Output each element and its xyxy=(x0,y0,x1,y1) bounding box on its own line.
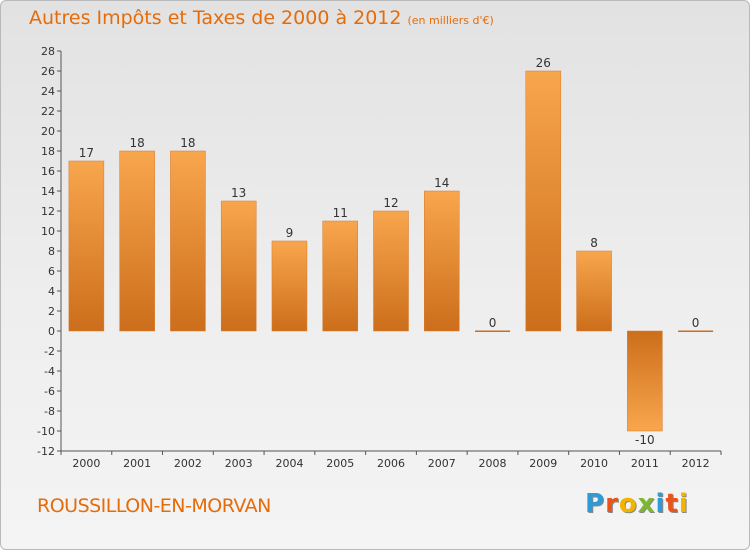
data-label: 0 xyxy=(489,316,497,330)
bar xyxy=(424,190,460,332)
logo-letter: i xyxy=(655,489,666,519)
y-tick-label: 12 xyxy=(41,205,55,218)
bar xyxy=(576,250,612,332)
data-label: 26 xyxy=(536,56,551,70)
x-tick-label: 2003 xyxy=(225,457,253,470)
y-tick-label: 4 xyxy=(48,285,55,298)
y-tick-label: 8 xyxy=(48,245,55,258)
logo-letter: i xyxy=(678,489,689,519)
proxiti-logo: Proxiti xyxy=(585,489,689,519)
data-label: 18 xyxy=(180,136,195,150)
logo-letter: P xyxy=(585,489,606,519)
y-tick-label: 22 xyxy=(41,105,55,118)
y-tick-label: 20 xyxy=(41,125,55,138)
x-tick-label: 2007 xyxy=(428,457,456,470)
data-label: 13 xyxy=(231,186,246,200)
place-name: ROUSSILLON-EN-MORVAN xyxy=(37,495,271,517)
bar xyxy=(322,220,358,332)
y-tick-label: -4 xyxy=(44,365,55,378)
logo-letter: o xyxy=(618,489,638,519)
chart-title: Autres Impôts et Taxes de 2000 à 2012 xyxy=(29,7,402,29)
x-tick-label: 2000 xyxy=(72,457,100,470)
y-tick-label: 28 xyxy=(41,45,55,58)
y-tick-label: 2 xyxy=(48,305,55,318)
x-tick-label: 2008 xyxy=(479,457,507,470)
data-label: 0 xyxy=(692,316,700,330)
bar xyxy=(525,70,562,332)
x-tick-label: 2005 xyxy=(326,457,354,470)
data-label: -10 xyxy=(635,433,655,447)
logo-letter: t xyxy=(665,489,679,519)
chart-subtitle: (en milliers d'€) xyxy=(407,14,494,27)
data-label: 12 xyxy=(383,196,398,210)
data-label: 9 xyxy=(286,226,294,240)
y-tick-label: 26 xyxy=(41,65,55,78)
bar xyxy=(271,240,308,332)
data-label: 14 xyxy=(434,176,449,190)
x-tick-label: 2010 xyxy=(580,457,608,470)
x-tick-label: 2001 xyxy=(123,457,151,470)
logo-letter: x xyxy=(637,489,656,519)
bar xyxy=(678,330,714,332)
y-tick-label: -2 xyxy=(44,345,55,358)
x-tick-label: 2012 xyxy=(682,457,710,470)
x-tick-label: 2004 xyxy=(275,457,303,470)
x-tick-label: 2009 xyxy=(529,457,557,470)
x-tick-label: 2011 xyxy=(631,457,659,470)
y-tick-label: 14 xyxy=(41,185,55,198)
y-tick-label: 18 xyxy=(41,145,55,158)
data-label: 18 xyxy=(130,136,145,150)
y-tick-label: 6 xyxy=(48,265,55,278)
bar xyxy=(627,330,663,432)
y-tick-label: 10 xyxy=(41,225,55,238)
x-tick-label: 2006 xyxy=(377,457,405,470)
bar xyxy=(475,330,511,332)
bar xyxy=(373,210,409,332)
y-tick-label: -10 xyxy=(37,425,55,438)
y-tick-label: 24 xyxy=(41,85,55,98)
bar xyxy=(220,200,257,332)
data-label: 8 xyxy=(590,236,598,250)
bar xyxy=(170,150,206,332)
bar xyxy=(119,150,155,332)
bar xyxy=(68,160,105,332)
data-label: 17 xyxy=(79,146,94,160)
y-tick-label: -8 xyxy=(44,405,55,418)
title-block: Autres Impôts et Taxes de 2000 à 2012 (en… xyxy=(29,7,494,29)
x-tick-label: 2002 xyxy=(174,457,202,470)
logo-letter: r xyxy=(605,489,619,519)
y-tick-label: 16 xyxy=(41,165,55,178)
y-tick-label: -6 xyxy=(44,385,55,398)
y-tick-label: -12 xyxy=(37,445,55,458)
data-label: 11 xyxy=(333,206,348,220)
y-tick-label: 0 xyxy=(48,325,55,338)
